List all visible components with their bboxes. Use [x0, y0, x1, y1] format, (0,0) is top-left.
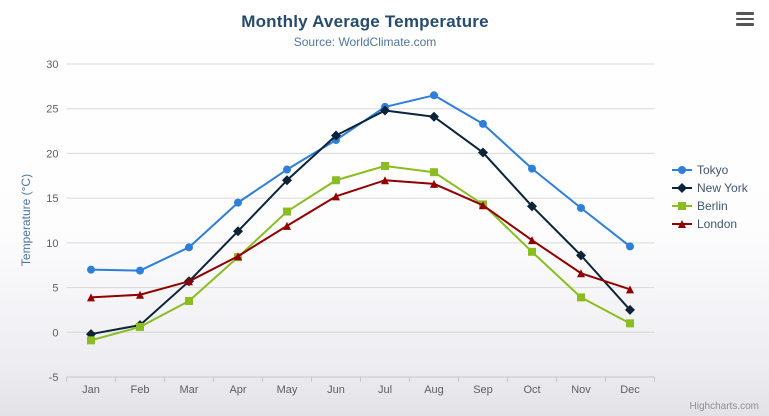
- data-point[interactable]: [234, 198, 242, 207]
- chart-title: Monthly Average Temperature: [241, 12, 489, 31]
- data-point[interactable]: [478, 147, 488, 158]
- credits-link[interactable]: Highcharts.com: [689, 401, 759, 412]
- data-point[interactable]: [430, 91, 438, 100]
- y-axis-label: 30: [46, 59, 58, 71]
- legend-marker-shape: [678, 166, 686, 174]
- series-line-new-york: [90, 109, 631, 336]
- y-axis-label: 15: [46, 193, 58, 205]
- series-line-london: [90, 179, 631, 299]
- data-point[interactable]: [136, 322, 144, 331]
- x-axis-label: Feb: [131, 384, 150, 396]
- x-axis-label: Nov: [571, 384, 591, 396]
- legend-marker-shape: [678, 202, 686, 210]
- legend-marker-icon: [672, 183, 692, 193]
- y-axis-label: 10: [46, 238, 58, 250]
- data-point[interactable]: [625, 304, 635, 315]
- legend-item-london[interactable]: London: [672, 216, 748, 232]
- legend-marker-shape: [678, 220, 686, 228]
- data-point[interactable]: [430, 179, 438, 188]
- x-axis-label: Jan: [82, 384, 100, 396]
- x-axis-label: Mar: [180, 384, 199, 396]
- x-axis-label: Jun: [327, 384, 345, 396]
- legend: Tokyo New York Berlin London: [672, 162, 748, 232]
- legend-marker-icon: [672, 220, 692, 228]
- x-axis-label: Aug: [424, 384, 444, 396]
- data-point[interactable]: [577, 293, 585, 302]
- legend-marker-icon: [672, 166, 692, 174]
- y-axis-label: 25: [46, 104, 58, 116]
- data-point[interactable]: [136, 266, 144, 275]
- data-point[interactable]: [87, 265, 95, 274]
- y-axis-label: 5: [52, 283, 58, 295]
- data-point[interactable]: [626, 242, 634, 251]
- series-line-berlin: [90, 164, 631, 342]
- data-point[interactable]: [87, 336, 95, 345]
- data-point[interactable]: [577, 203, 585, 212]
- data-point[interactable]: [527, 201, 537, 212]
- legend-item-berlin[interactable]: Berlin: [672, 198, 748, 214]
- data-point[interactable]: [626, 319, 634, 328]
- y-axis-label: -5: [49, 372, 59, 384]
- x-axis-label: Dec: [620, 384, 640, 396]
- data-point[interactable]: [381, 176, 389, 185]
- hamburger-icon: [736, 23, 754, 26]
- data-point[interactable]: [283, 221, 291, 230]
- legend-marker-icon: [672, 202, 692, 210]
- legend-label: London: [697, 217, 738, 231]
- data-point[interactable]: [331, 130, 341, 141]
- y-axis-label: 0: [52, 327, 58, 339]
- data-point[interactable]: [380, 105, 390, 116]
- data-point[interactable]: [528, 236, 536, 245]
- legend-label: Berlin: [697, 199, 728, 213]
- y-axis-label: 20: [46, 148, 58, 160]
- legend-label: New York: [697, 181, 748, 195]
- data-point[interactable]: [185, 277, 193, 286]
- legend-item-tokyo[interactable]: Tokyo: [672, 162, 748, 178]
- data-point[interactable]: [381, 161, 389, 170]
- data-point[interactable]: [87, 293, 95, 302]
- data-point[interactable]: [528, 247, 536, 256]
- data-point[interactable]: [429, 111, 439, 122]
- data-point[interactable]: [283, 165, 291, 174]
- legend-marker-shape: [677, 183, 687, 193]
- x-axis-label: Oct: [523, 384, 540, 396]
- hamburger-icon: [736, 12, 754, 15]
- y-axis-title: Temperature (°C): [19, 173, 33, 267]
- x-axis-label: Sep: [473, 384, 493, 396]
- data-point[interactable]: [234, 252, 242, 261]
- data-point[interactable]: [332, 176, 340, 185]
- export-menu-button[interactable]: [734, 10, 756, 28]
- data-point[interactable]: [233, 226, 243, 237]
- data-point[interactable]: [332, 192, 340, 201]
- chart-subtitle: Source: WorldClimate.com: [293, 35, 437, 49]
- data-point[interactable]: [577, 269, 585, 278]
- data-point[interactable]: [528, 164, 536, 173]
- data-point[interactable]: [626, 285, 634, 294]
- data-point[interactable]: [185, 296, 193, 305]
- hamburger-icon: [736, 17, 754, 21]
- data-point[interactable]: [185, 243, 193, 252]
- x-axis-label: Apr: [229, 384, 246, 396]
- data-point[interactable]: [479, 201, 487, 210]
- data-point[interactable]: [576, 250, 586, 261]
- x-axis-label: Jul: [378, 384, 392, 396]
- data-point[interactable]: [136, 290, 144, 299]
- data-point[interactable]: [479, 119, 487, 128]
- legend-item-new-york[interactable]: New York: [672, 180, 748, 196]
- data-point[interactable]: [430, 168, 438, 177]
- data-point[interactable]: [282, 175, 292, 186]
- data-point[interactable]: [283, 207, 291, 216]
- series-line-tokyo: [90, 94, 631, 272]
- x-axis-label: May: [277, 384, 298, 396]
- legend-label: Tokyo: [697, 163, 729, 177]
